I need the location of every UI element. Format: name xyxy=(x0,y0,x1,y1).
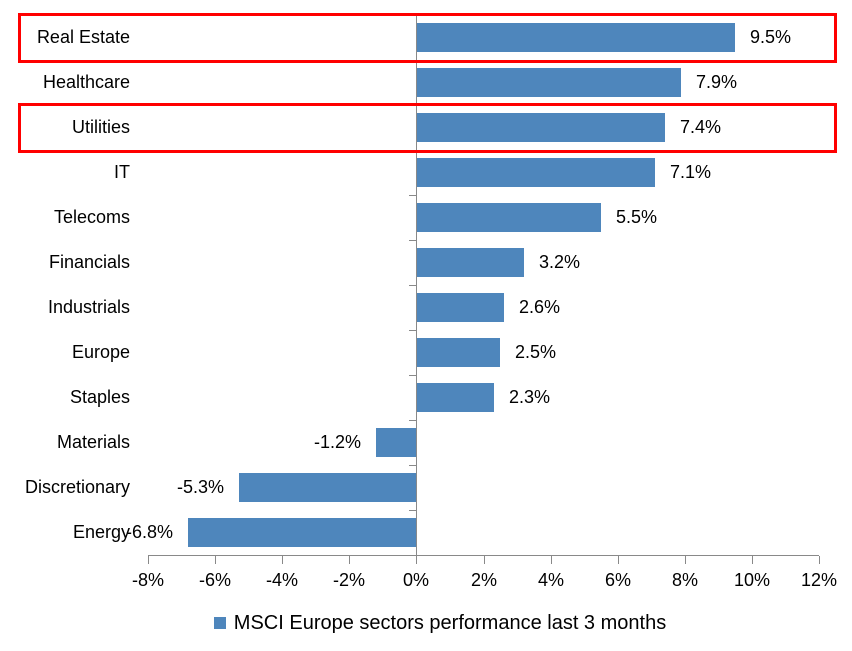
x-axis-tick-label: 8% xyxy=(671,570,698,590)
data-label-staples: 2.3% xyxy=(509,387,551,407)
x-axis-tick-label: 4% xyxy=(537,570,564,590)
bar-materials xyxy=(376,428,416,457)
data-label-it: 7.1% xyxy=(670,162,712,182)
category-label-materials: Materials xyxy=(56,432,130,452)
bar-industrials xyxy=(417,293,504,322)
x-axis-tick-mark xyxy=(349,556,350,564)
highlight-box-real-estate xyxy=(18,13,837,63)
category-label-financials: Financials xyxy=(48,252,130,272)
bar-energy xyxy=(188,518,416,547)
category-tick-mark xyxy=(409,375,416,376)
data-label-telecoms: 5.5% xyxy=(616,207,658,227)
zero-axis-line xyxy=(416,15,417,555)
data-label-europe: 2.5% xyxy=(515,342,557,362)
data-label-discretionary: -5.3% xyxy=(176,477,224,497)
data-label-real-estate: 9.5% xyxy=(750,27,792,47)
legend-series-marker xyxy=(213,617,226,629)
x-axis-tick-label: -6% xyxy=(198,570,231,590)
x-axis-tick-label: 10% xyxy=(733,570,771,590)
x-axis-tick-mark xyxy=(618,556,619,564)
data-label-healthcare: 7.9% xyxy=(696,72,738,92)
category-tick-mark xyxy=(409,465,416,466)
x-axis-tick-mark xyxy=(752,556,753,564)
bar-financials xyxy=(417,248,524,277)
x-axis-tick-mark xyxy=(215,556,216,564)
x-axis-tick-label: 2% xyxy=(470,570,497,590)
bar-discretionary xyxy=(239,473,416,502)
category-tick-mark xyxy=(409,240,416,241)
x-axis-tick-mark xyxy=(551,556,552,564)
category-tick-mark xyxy=(409,285,416,286)
x-axis-tick-mark xyxy=(282,556,283,564)
category-label-discretionary: Discretionary xyxy=(24,477,130,497)
category-label-utilities: Utilities xyxy=(71,117,130,137)
bar-europe xyxy=(417,338,500,367)
x-axis-tick-mark xyxy=(484,556,485,564)
x-axis-tick-label: 0% xyxy=(402,570,429,590)
x-axis-tick-mark xyxy=(685,556,686,564)
category-label-industrials: Industrials xyxy=(47,297,130,317)
bar-real-estate xyxy=(417,23,735,52)
legend-series-label: MSCI Europe sectors performance last 3 m… xyxy=(233,611,667,634)
data-label-industrials: 2.6% xyxy=(519,297,561,317)
bar-healthcare xyxy=(417,68,681,97)
bar-staples xyxy=(417,383,494,412)
data-label-energy: -6.8% xyxy=(125,522,173,542)
category-label-europe: Europe xyxy=(71,342,130,362)
bar-it xyxy=(417,158,655,187)
x-axis-tick-mark xyxy=(819,556,820,564)
data-label-utilities: 7.4% xyxy=(680,117,722,137)
x-axis-tick-label: -4% xyxy=(265,570,298,590)
x-axis-tick-label: 12% xyxy=(800,570,838,590)
category-label-real-estate: Real Estate xyxy=(36,27,130,47)
data-label-financials: 3.2% xyxy=(539,252,581,272)
x-axis-tick-label: -8% xyxy=(131,570,164,590)
bar-telecoms xyxy=(417,203,601,232)
x-axis-tick-label: 6% xyxy=(604,570,631,590)
category-label-staples: Staples xyxy=(69,387,130,407)
x-axis-tick-mark xyxy=(148,556,149,564)
category-label-it: IT xyxy=(114,162,130,182)
data-label-materials: -1.2% xyxy=(313,432,361,452)
category-label-energy: Energy xyxy=(72,522,130,542)
category-tick-mark xyxy=(409,330,416,331)
category-tick-mark xyxy=(409,420,416,421)
plot-area xyxy=(148,15,819,556)
category-tick-mark xyxy=(409,510,416,511)
legend: MSCI Europe sectors performance last 3 m… xyxy=(0,608,852,638)
category-tick-mark xyxy=(409,195,416,196)
x-axis-tick-mark xyxy=(416,556,417,564)
category-label-telecoms: Telecoms xyxy=(53,207,130,227)
highlight-box-utilities xyxy=(18,103,837,153)
category-label-healthcare: Healthcare xyxy=(42,72,130,92)
bar-utilities xyxy=(417,113,665,142)
x-axis-tick-label: -2% xyxy=(332,570,365,590)
